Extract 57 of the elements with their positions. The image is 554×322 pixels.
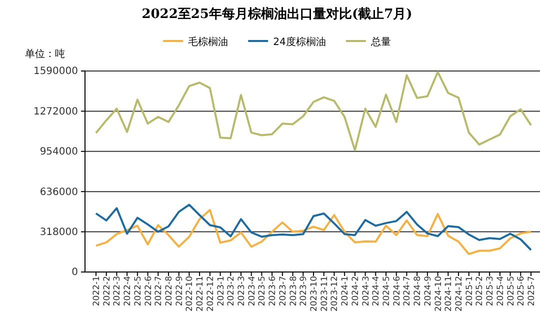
- x-tick-label: 2022-10: [185, 276, 196, 312]
- x-tick-label: 2025-4: [496, 276, 506, 306]
- x-tick-label: 2023-2: [226, 276, 237, 306]
- line-series: [95, 209, 532, 256]
- x-tick-label: 2025-1: [464, 276, 475, 306]
- x-tick-label: 2022-8: [164, 276, 174, 306]
- x-tick-label: 2024-5: [382, 276, 392, 306]
- x-tick-label: 2022-9: [174, 276, 185, 306]
- y-tick-label: 1272000: [33, 106, 78, 118]
- x-tick-label: 2024-10: [434, 276, 444, 312]
- y-axis-title: 单位：吨: [25, 48, 65, 60]
- x-tick-label: 2023-3: [236, 276, 247, 306]
- x-tick-label: 2023-11: [320, 276, 330, 312]
- x-tick-label: 2024-2: [350, 276, 361, 306]
- x-tick-label: 2022-7: [154, 276, 164, 306]
- x-tick-label: 2025-3: [486, 276, 496, 306]
- x-tick-label: 2022-12: [206, 276, 216, 312]
- x-tick-label: 2022-5: [133, 276, 144, 306]
- x-tick-label: 2025-6: [516, 276, 527, 306]
- y-tick-label: 318000: [40, 227, 78, 238]
- x-tick-label: 2022-6: [144, 276, 154, 306]
- x-tick-label: 2022-4: [123, 276, 134, 306]
- y-tick-label: 1590000: [33, 66, 78, 78]
- x-tick-label: 2024-12: [454, 276, 464, 312]
- legend-label: 总量: [370, 36, 391, 48]
- x-tick-label: 2024-8: [413, 276, 424, 306]
- legend-label: 毛棕榈油: [188, 36, 228, 48]
- y-tick-label: 954000: [40, 146, 78, 158]
- y-tick-label: 0: [72, 267, 78, 278]
- x-tick-label: 2024-6: [392, 276, 402, 306]
- x-tick-label: 2022-3: [112, 276, 123, 306]
- x-tick-label: 2023-5: [258, 276, 268, 306]
- x-tick-label: 2024-9: [423, 276, 434, 306]
- x-tick-label: 2024-11: [444, 276, 454, 312]
- line-series: [95, 204, 532, 252]
- x-tick-label: 2024-4: [372, 276, 382, 306]
- x-tick-label: 2022-1: [92, 276, 102, 306]
- x-tick-label: 2023-1: [216, 276, 226, 306]
- x-tick-label: 2024-1: [340, 276, 351, 306]
- x-tick-label: 2025-5: [506, 276, 516, 306]
- x-tick-label: 2024-7: [402, 276, 413, 306]
- x-tick-label: 2023-6: [268, 276, 278, 306]
- x-tick-label: 2023-10: [309, 276, 320, 312]
- x-tick-label: 2023-4: [247, 276, 258, 306]
- x-tick-label: 2024-3: [361, 276, 372, 306]
- line-series: [95, 71, 532, 152]
- x-tick-label: 2023-9: [299, 276, 310, 306]
- legend-label: 24度棕榈油: [273, 36, 326, 48]
- x-tick-label: 2023-8: [288, 276, 299, 306]
- x-tick-label: 2025-2: [475, 276, 486, 306]
- x-tick-label: 2025-7: [526, 276, 537, 306]
- x-tick-label: 2023-12: [330, 276, 340, 312]
- x-tick-label: 2022-2: [102, 276, 112, 306]
- x-tick-label: 2023-7: [278, 276, 288, 306]
- x-tick-label: 2022-11: [196, 276, 206, 312]
- y-tick-label: 636000: [40, 186, 78, 198]
- chart-title: 2022至25年每月棕榈油出口量对比(截止7月): [142, 6, 412, 22]
